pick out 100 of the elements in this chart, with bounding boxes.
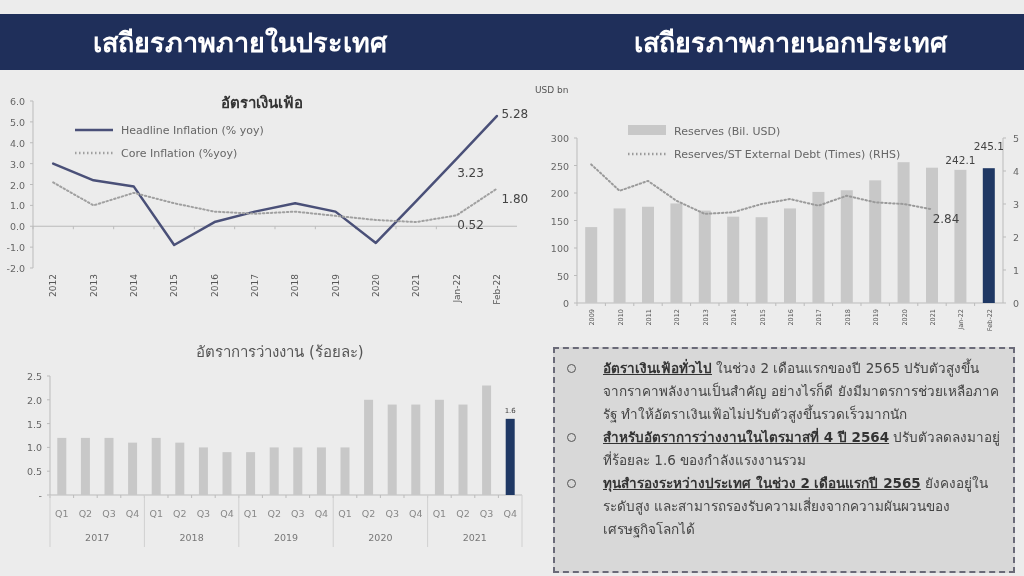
bar	[897, 162, 910, 303]
x-tick-label: Q2	[456, 508, 470, 519]
text: 2018	[179, 532, 204, 543]
data-label: 3.23	[457, 165, 484, 180]
x-tick-label: 2016	[209, 273, 220, 297]
chart-subtitle: อัตราเงินเฟ้อ	[221, 94, 303, 112]
y-tick-label: 200	[550, 188, 569, 199]
x-tick-label: Q3	[291, 508, 305, 519]
x-tick-label: Q2	[361, 508, 376, 519]
y-tick-label: -2.0	[6, 263, 25, 274]
bar	[128, 442, 138, 495]
x-tick-label: Q3	[479, 508, 494, 519]
bar	[434, 399, 444, 495]
text: 2020	[368, 532, 393, 543]
x-tick-label: Q4	[125, 508, 140, 519]
legend-label: Reserves (Bil. USD)	[674, 125, 781, 138]
bar	[246, 452, 256, 495]
bar	[585, 227, 598, 303]
x-tick-label: Jan-22	[451, 274, 462, 304]
x-tick-label: 2017	[249, 274, 260, 297]
y2-tick-label: 4	[1013, 166, 1020, 177]
line-series	[590, 163, 933, 215]
bar	[387, 404, 397, 495]
y-tick-label: 0.0	[9, 221, 25, 233]
x-tick-label: Q1	[55, 508, 69, 519]
bar	[104, 437, 114, 495]
x-tick-label: 2015	[169, 274, 180, 297]
bar	[57, 437, 67, 495]
legend-label: Reserves/ST External Debt (Times) (RHS)	[674, 148, 901, 161]
legend-label: Core Inflation (%yoy)	[121, 147, 238, 160]
x-tick-label: 2012	[48, 274, 59, 297]
x-tick-label: Q1	[149, 508, 163, 519]
y2-tick-label: 1	[1013, 265, 1020, 276]
x-tick-label: Q2	[78, 508, 93, 519]
y-tick-label: 300	[550, 133, 569, 144]
y-tick-label: 100	[550, 243, 569, 254]
text: ทุนสำรองระหว่างประเทศ ในช่วง 2 เดือนแรกปี 2565 ยังคงอยู่ในระดับสูง และสามารถรองรับความเสี่ยงจากความผันผวนของเศรษฐกิจโลกได้	[603, 474, 990, 540]
x-tick-label: 2018	[290, 273, 301, 297]
y-tick-label: 150	[550, 215, 569, 227]
bar	[812, 191, 825, 303]
bar	[840, 190, 853, 303]
bar	[613, 208, 626, 303]
bar	[340, 447, 350, 495]
data-label: 2.84	[932, 212, 960, 227]
y-tick-label: -	[38, 490, 42, 501]
bar	[505, 418, 515, 495]
bar	[755, 217, 768, 303]
x-tick-label: Q1	[338, 508, 352, 519]
bar	[316, 447, 326, 495]
bar	[269, 447, 279, 495]
y-tick-label: 250	[550, 160, 569, 172]
x-tick-label: 2020	[370, 273, 381, 297]
data-label: 245.1	[973, 140, 1004, 153]
y-tick-label: 2.0	[9, 179, 25, 191]
x-tick-label: Q4	[314, 508, 329, 519]
bar	[222, 452, 232, 495]
x-tick-label: Q2	[267, 508, 281, 519]
y-tick-label: -1.0	[6, 242, 25, 254]
y-tick-label: 2.5	[26, 371, 42, 382]
x-tick-label: Q1	[243, 508, 258, 519]
bar	[727, 216, 740, 303]
bar	[482, 385, 492, 495]
legend-label: Headline Inflation (% yoy)	[121, 124, 264, 137]
x-tick-label: Q1	[432, 508, 447, 519]
bar	[784, 208, 796, 303]
y-axis-title: USD bn	[535, 85, 569, 95]
y-tick-label: 6.0	[9, 96, 25, 107]
bar	[151, 437, 161, 495]
bar	[80, 437, 90, 495]
x-tick-label: Q3	[102, 508, 116, 519]
y-tick-label: 3.0	[9, 158, 25, 170]
y-tick-label: 0.5	[26, 466, 42, 478]
x-tick-label: Q4	[503, 508, 517, 519]
x-tick-label: 2021	[411, 274, 422, 297]
bar	[869, 180, 882, 303]
bar	[198, 447, 208, 495]
x-tick-label: Feb-22	[491, 274, 502, 305]
y2-tick-label: 3	[1013, 199, 1020, 210]
y-tick-label: 1.0	[26, 442, 42, 454]
chart-title: อัตราการว่างงาน (ร้อยละ)	[196, 343, 364, 361]
text: 2017	[85, 532, 110, 543]
x-tick-label: Q2	[173, 508, 187, 519]
bar	[364, 399, 374, 495]
x-tick-label: 2019	[330, 273, 341, 297]
bar	[642, 206, 654, 303]
y-tick-label: 4.0	[9, 137, 25, 149]
chart-title: เสถียรภาพภายในประเทศ	[93, 27, 388, 58]
data-label: 5.28	[501, 107, 529, 122]
y2-tick-label: 0	[1013, 298, 1020, 309]
y-tick-label: 5.0	[9, 116, 25, 128]
bar	[670, 203, 683, 303]
x-tick-label: 2014	[128, 273, 139, 297]
x-tick-label: Q3	[196, 508, 211, 519]
bar	[698, 210, 711, 303]
text: 2019	[273, 532, 299, 543]
y-tick-label: 2.0	[26, 394, 42, 406]
line-series	[51, 114, 499, 247]
x-tick-label: 2013	[88, 274, 99, 297]
chart-title: เสถียรภาพภายนอกประเทศ	[633, 27, 948, 58]
y-tick-label: 50	[556, 270, 569, 282]
